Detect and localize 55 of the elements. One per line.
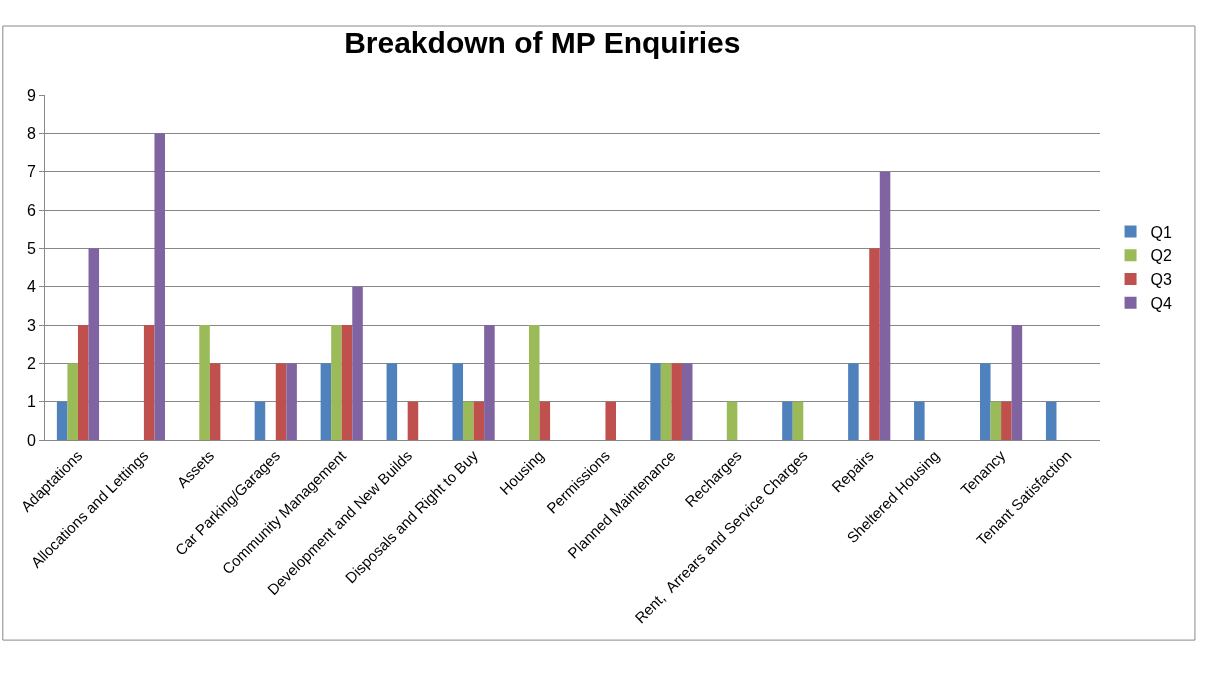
bar bbox=[650, 363, 661, 440]
bar bbox=[681, 363, 693, 440]
bar bbox=[914, 401, 925, 440]
y-tick-label: 5 bbox=[26, 239, 36, 257]
bar bbox=[386, 363, 398, 440]
y-tick-label: 7 bbox=[26, 163, 36, 181]
bar bbox=[320, 363, 332, 440]
y-tick-label: 1 bbox=[26, 393, 36, 411]
bar bbox=[452, 363, 464, 440]
bar bbox=[879, 171, 891, 440]
bar bbox=[143, 325, 155, 440]
bar bbox=[1045, 401, 1057, 440]
y-tick-label: 8 bbox=[26, 124, 36, 142]
y-tick-label: 0 bbox=[26, 431, 36, 449]
bar bbox=[286, 363, 297, 440]
bar bbox=[539, 401, 551, 440]
bar bbox=[1001, 401, 1012, 440]
bar bbox=[726, 401, 738, 440]
bar bbox=[660, 363, 672, 440]
bar bbox=[869, 248, 880, 440]
bar bbox=[341, 325, 353, 440]
bar bbox=[990, 401, 1002, 440]
bar bbox=[199, 325, 210, 440]
bar bbox=[605, 401, 617, 440]
bar bbox=[275, 363, 287, 440]
bar bbox=[352, 286, 363, 440]
chart-title: Breakdown of MP Enquiries bbox=[344, 25, 741, 59]
bar bbox=[154, 133, 166, 440]
bar bbox=[484, 325, 495, 440]
bar bbox=[407, 401, 419, 440]
y-tick-label: 2 bbox=[26, 354, 36, 372]
legend-label: Q4 bbox=[1150, 295, 1172, 313]
bar bbox=[782, 401, 793, 440]
y-tick-label: 3 bbox=[26, 316, 36, 334]
bar bbox=[463, 401, 474, 440]
bar bbox=[979, 363, 991, 440]
bar bbox=[473, 401, 485, 440]
legend-label: Q1 bbox=[1150, 223, 1172, 241]
bar bbox=[331, 325, 342, 440]
bar bbox=[77, 325, 89, 440]
bar bbox=[209, 363, 221, 440]
y-tick-label: 6 bbox=[26, 201, 36, 219]
bar bbox=[528, 325, 540, 440]
bar bbox=[792, 401, 804, 440]
bar bbox=[1011, 325, 1023, 440]
bar bbox=[88, 248, 100, 440]
legend-label: Q2 bbox=[1150, 247, 1172, 265]
bar bbox=[67, 363, 78, 440]
bar bbox=[671, 363, 682, 440]
legend-label: Q3 bbox=[1150, 271, 1172, 289]
y-tick-label: 4 bbox=[26, 278, 36, 296]
bar bbox=[254, 401, 266, 440]
bar bbox=[56, 401, 68, 440]
bar bbox=[848, 363, 859, 440]
y-tick-label: 9 bbox=[26, 86, 36, 104]
